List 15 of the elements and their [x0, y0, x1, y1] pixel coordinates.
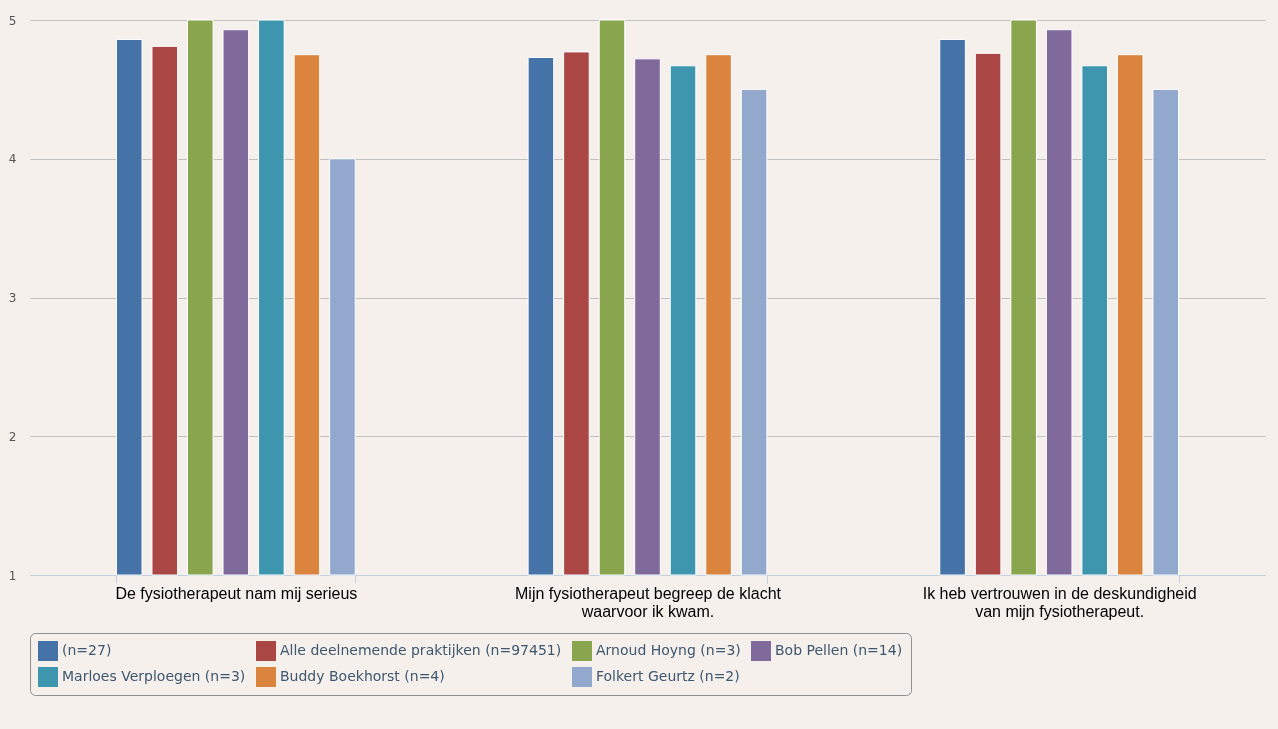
legend-label: Alle deelnemende praktijken (n=97451) [280, 642, 562, 658]
y-tick-label: 5 [8, 13, 17, 28]
legend-label: (n=27) [62, 642, 112, 658]
y-tick-label: 1 [8, 568, 17, 583]
legend-label: Buddy Boekhorst (n=4) [280, 668, 445, 684]
legend-label: Arnoud Hoyng (n=3) [596, 642, 741, 658]
y-tick-label: 4 [8, 152, 17, 167]
legend-label: Folkert Geurtz (n=2) [596, 668, 740, 684]
y-tick-label: 2 [8, 429, 17, 444]
x-tick-label: De fysiotherapeut nam mij serieus [115, 584, 358, 602]
y-tick-label: 3 [8, 291, 17, 305]
legend-label: Marloes Verploegen (n=3) [62, 668, 246, 684]
x-tick-label: Mijn fysiotherapeut begreep de klacht waarvoor ik kwam. [515, 584, 782, 620]
x-tick-label: Ik heb vertrouwen in de deskundigheid van mijn fysiotherapeut. [922, 584, 1197, 620]
legend-label: Bob Pellen (n=14) [775, 642, 903, 658]
